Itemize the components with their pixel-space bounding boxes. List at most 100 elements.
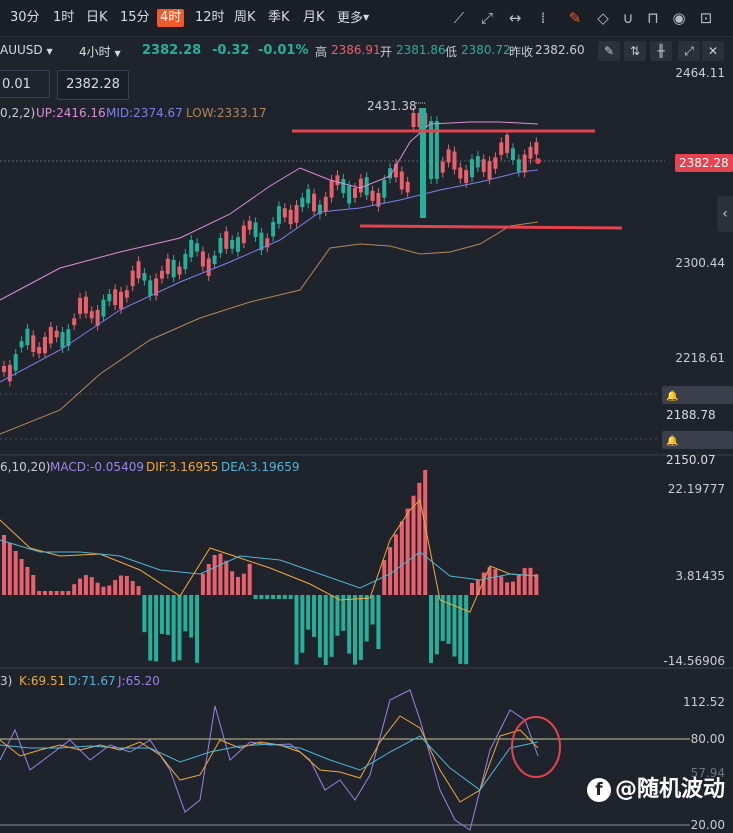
indicator-edit-button[interactable]: ✎ [598,41,620,61]
candle-body [405,181,410,193]
macd-histogram-bar [212,555,217,595]
magnet-icon[interactable]: ∪ [622,9,634,27]
timeframe-quarter[interactable]: 季K [268,10,290,25]
alert-price-tag[interactable]: 🔔 2150.07 [662,431,733,467]
macd-histogram-bar [200,573,205,595]
open-value: 2381.86 [396,43,446,57]
edit-icon[interactable]: ✎ [568,9,582,27]
candle-body [522,154,527,173]
candle-body [300,197,305,208]
macd-histogram-bar [13,551,18,595]
candle-body [265,238,270,248]
caret-down-icon: ▼ [114,49,121,58]
macd-histogram-bar [60,591,65,595]
macd-histogram-bar [399,521,404,595]
candle-body [230,240,235,249]
horizontal-line-icon[interactable]: ↔ [508,9,522,27]
candle-body [440,161,445,173]
trend-line-icon[interactable]: ⟋ [453,9,465,27]
kdj-k-line [0,715,539,803]
candle-body [323,196,328,212]
candle-body [505,134,510,153]
macd-histogram-bar [470,582,474,595]
macd-histogram-bar [458,595,463,664]
caret-down-icon: ▼ [363,13,370,22]
timeframe-30m[interactable]: 30分 [10,10,40,25]
candle-body [399,171,404,190]
close-button[interactable]: ✕ [702,41,724,61]
candle-body [294,205,299,223]
macd-histogram-bar [177,595,182,661]
macd-histogram-bar [136,586,141,595]
symbol-selector[interactable]: AUUSD ▼ [0,43,53,57]
macd-histogram-bar [446,595,451,644]
candle-body [19,341,24,348]
macd-histogram-bar [142,595,147,633]
macd-histogram-bar [493,569,498,595]
timeframe-month[interactable]: 月K [303,10,325,25]
candle-body [159,270,164,279]
candle-body [276,206,281,224]
high-value: 2386.91 [331,43,381,57]
step-input[interactable]: 0.01 [0,70,50,98]
price-change: -0.32 [212,43,250,58]
candle-body [78,297,83,314]
macd-histogram-bar [300,595,305,653]
compare-button[interactable]: ⇅ [624,41,646,61]
macd-histogram-bar [423,469,428,595]
candle-body [499,142,504,155]
macd-histogram-bar [475,580,480,595]
candle-style-button[interactable]: ╫ [650,41,672,61]
candle-body [271,221,276,237]
macd-histogram-bar [130,581,135,595]
timeframe-day[interactable]: 日K [86,10,108,25]
candlestick-chart[interactable] [0,66,733,456]
macd-histogram-bar [376,595,381,650]
macd-chart[interactable] [0,457,733,669]
macd-histogram-bar [119,575,123,595]
period-selector[interactable]: 4小时 ▼ [79,45,121,59]
candle-body [388,168,393,179]
candle-body [95,309,100,326]
macd-histogram-bar [534,574,539,595]
macd-histogram-bar [95,582,100,595]
alert-price-tag[interactable]: 🔔 2188.78 [662,386,733,422]
candle-body [37,347,42,354]
kdj-chart[interactable] [0,670,733,833]
ray-icon[interactable]: ⤢ [480,9,493,27]
prev-close-label: 昨收 [509,45,534,59]
macd-histogram-bar [66,591,71,595]
timeframe-12h[interactable]: 12时 [195,10,225,25]
macd-histogram-bar [411,495,416,595]
macd-histogram-bar [218,553,223,595]
candle-body [312,193,317,212]
candle-body [25,328,30,345]
macd-axis-tick: 22.19777 [667,482,725,496]
delete-icon[interactable]: ⊡ [699,9,713,27]
macd-histogram-bar [206,563,211,595]
candle-body [48,326,53,344]
eye-icon[interactable]: ◉ [672,9,686,27]
candle-body [329,179,334,198]
candle-body [54,330,59,338]
lock-icon[interactable]: ⊓ [647,9,659,27]
price-input[interactable]: 2382.28 [57,70,129,100]
eraser-icon[interactable]: ◇ [597,9,609,27]
candle-body [247,220,252,230]
candle-body [89,311,94,319]
timeframe-1h[interactable]: 1时 [53,10,75,25]
dashed-grid-icon[interactable]: ⁞ [540,9,546,27]
macd-histogram-bar [42,591,47,595]
candle-body [183,253,188,270]
more-timeframes-dropdown[interactable]: 更多▼ [337,11,370,26]
collapse-panel-button[interactable]: ‹ [717,196,733,232]
timeframe-15m[interactable]: 15分 [120,10,150,25]
macd-histogram-bar [148,595,153,661]
timeframe-4h[interactable]: 4时 [157,9,185,27]
macd-histogram-bar [247,563,252,595]
candle-body [358,178,363,193]
boll-low-label: LOW:2333.17 [186,106,267,120]
timeframe-week[interactable]: 周K [234,10,256,25]
fullscreen-button[interactable]: ⤢ [678,41,700,61]
macd-histogram-bar [335,595,340,636]
